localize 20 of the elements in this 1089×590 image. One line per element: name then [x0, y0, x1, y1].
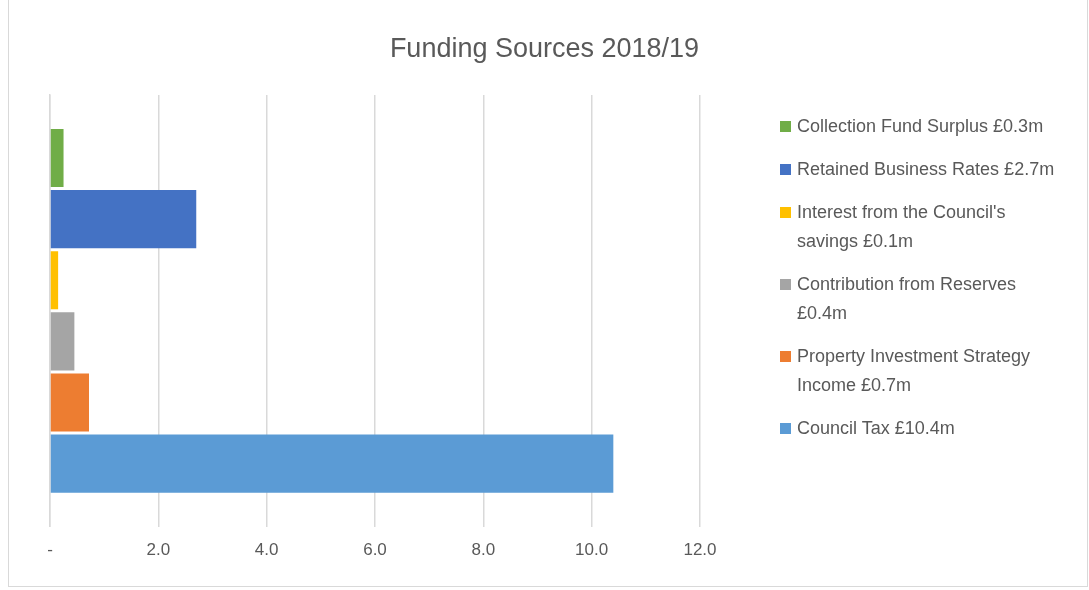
bar [50, 128, 64, 187]
bar [50, 434, 614, 493]
bar [50, 373, 89, 432]
x-tick-label: 12.0 [683, 540, 717, 560]
bar [50, 312, 75, 371]
chart-title: Funding Sources 2018/19 [388, 33, 701, 64]
x-tick-label: 10.0 [575, 540, 609, 560]
legend-label: Council Tax £10.4m [797, 417, 955, 440]
legend-label: Property Investment Strategy Income £0.7m [797, 345, 1032, 397]
legend-label: Retained Business Rates £2.7m [797, 158, 1055, 181]
legend-label: Interest from the Council's savings £0.1m [797, 201, 1007, 253]
legend-label: Collection Fund Surplus £0.3m [797, 115, 1044, 138]
bar [50, 251, 59, 310]
x-tick-label: 8.0 [471, 540, 496, 560]
bar [50, 190, 197, 249]
x-tick-label: 6.0 [363, 540, 387, 560]
legend-label: Contribution from Reserves £0.4m [797, 273, 1018, 325]
x-tick-label: - [47, 540, 53, 560]
x-tick-label: 2.0 [146, 540, 171, 560]
x-tick-label: 4.0 [254, 540, 279, 560]
